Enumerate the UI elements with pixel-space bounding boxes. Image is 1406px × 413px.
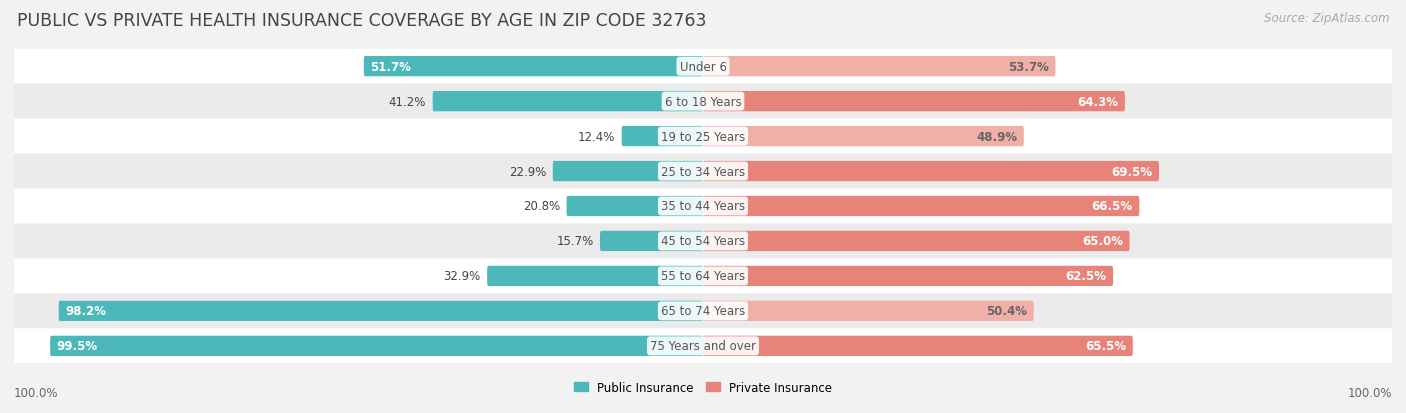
Legend: Public Insurance, Private Insurance: Public Insurance, Private Insurance <box>569 376 837 399</box>
Text: 99.5%: 99.5% <box>56 339 98 352</box>
Text: 64.3%: 64.3% <box>1077 95 1118 108</box>
Text: 6 to 18 Years: 6 to 18 Years <box>665 95 741 108</box>
FancyBboxPatch shape <box>703 57 1056 77</box>
FancyBboxPatch shape <box>553 161 703 182</box>
FancyBboxPatch shape <box>14 119 1392 154</box>
FancyBboxPatch shape <box>703 127 1024 147</box>
Text: 19 to 25 Years: 19 to 25 Years <box>661 130 745 143</box>
FancyBboxPatch shape <box>14 189 1392 224</box>
Text: 41.2%: 41.2% <box>388 95 426 108</box>
Text: 51.7%: 51.7% <box>370 61 411 74</box>
Text: 50.4%: 50.4% <box>986 305 1028 318</box>
FancyBboxPatch shape <box>703 197 1139 216</box>
Text: 55 to 64 Years: 55 to 64 Years <box>661 270 745 283</box>
Text: 12.4%: 12.4% <box>578 130 614 143</box>
FancyBboxPatch shape <box>51 336 703 356</box>
Text: 20.8%: 20.8% <box>523 200 560 213</box>
FancyBboxPatch shape <box>703 161 1159 182</box>
FancyBboxPatch shape <box>14 224 1392 259</box>
Text: 25 to 34 Years: 25 to 34 Years <box>661 165 745 178</box>
FancyBboxPatch shape <box>486 266 703 286</box>
FancyBboxPatch shape <box>567 197 703 216</box>
FancyBboxPatch shape <box>600 231 703 252</box>
FancyBboxPatch shape <box>14 259 1392 294</box>
Text: 65.5%: 65.5% <box>1085 339 1126 352</box>
Text: Source: ZipAtlas.com: Source: ZipAtlas.com <box>1264 12 1389 25</box>
FancyBboxPatch shape <box>14 84 1392 119</box>
FancyBboxPatch shape <box>14 154 1392 189</box>
Text: PUBLIC VS PRIVATE HEALTH INSURANCE COVERAGE BY AGE IN ZIP CODE 32763: PUBLIC VS PRIVATE HEALTH INSURANCE COVER… <box>17 12 706 30</box>
Text: 65 to 74 Years: 65 to 74 Years <box>661 305 745 318</box>
Text: 98.2%: 98.2% <box>65 305 107 318</box>
Text: 69.5%: 69.5% <box>1111 165 1153 178</box>
Text: 22.9%: 22.9% <box>509 165 546 178</box>
Text: 75 Years and over: 75 Years and over <box>650 339 756 352</box>
Text: Under 6: Under 6 <box>679 61 727 74</box>
FancyBboxPatch shape <box>703 336 1133 356</box>
FancyBboxPatch shape <box>14 329 1392 363</box>
Text: 32.9%: 32.9% <box>443 270 481 283</box>
Text: 62.5%: 62.5% <box>1066 270 1107 283</box>
Text: 66.5%: 66.5% <box>1091 200 1133 213</box>
FancyBboxPatch shape <box>364 57 703 77</box>
Text: 48.9%: 48.9% <box>976 130 1018 143</box>
FancyBboxPatch shape <box>14 50 1392 84</box>
FancyBboxPatch shape <box>621 127 703 147</box>
Text: 65.0%: 65.0% <box>1083 235 1123 248</box>
FancyBboxPatch shape <box>703 231 1129 252</box>
Text: 15.7%: 15.7% <box>557 235 593 248</box>
FancyBboxPatch shape <box>433 92 703 112</box>
FancyBboxPatch shape <box>703 266 1114 286</box>
Text: 100.0%: 100.0% <box>1347 386 1392 399</box>
Text: 35 to 44 Years: 35 to 44 Years <box>661 200 745 213</box>
Text: 53.7%: 53.7% <box>1008 61 1049 74</box>
FancyBboxPatch shape <box>703 301 1033 321</box>
FancyBboxPatch shape <box>14 294 1392 329</box>
FancyBboxPatch shape <box>59 301 703 321</box>
FancyBboxPatch shape <box>703 92 1125 112</box>
Text: 45 to 54 Years: 45 to 54 Years <box>661 235 745 248</box>
Text: 100.0%: 100.0% <box>14 386 59 399</box>
